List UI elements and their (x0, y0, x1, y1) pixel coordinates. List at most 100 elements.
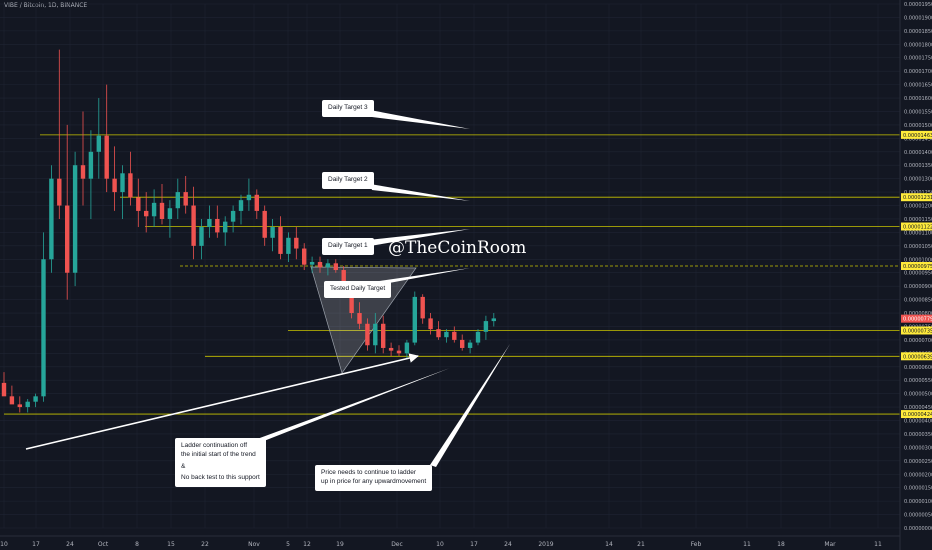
pointer-target3 (370, 110, 470, 129)
y-tick-label: 0.00001400 (904, 150, 932, 156)
x-tick-label: 11 (874, 541, 882, 548)
y-tick-label: 0.00000850 (904, 298, 932, 304)
pointer-target1 (368, 229, 470, 246)
x-tick-label: 15 (167, 541, 175, 548)
time-axis: 10 17 24 Oct 8 15 22 Nov 5 12 19 Dec 10 17 24 2019 14 21 F… (0, 535, 900, 548)
y-tick-label: 0.00000400 (904, 419, 932, 425)
candle-body (9, 396, 15, 405)
price-label-bg (901, 222, 932, 231)
candle-body (412, 296, 417, 343)
candle-body (270, 227, 275, 238)
x-tick-label: 5 (286, 541, 290, 548)
y-tick-label: 0.00000450 (904, 405, 932, 411)
y-tick-label: 0.00001500 (904, 123, 932, 129)
candle-body (317, 261, 323, 268)
callout-ladder-continuation[interactable]: Ladder continuation off the initial start… (175, 438, 266, 488)
y-tick-label: 0.00001050 (904, 244, 932, 250)
x-tick-label: Mar (824, 541, 836, 548)
candle-body (199, 227, 204, 246)
y-tick-label: 0.00000350 (904, 432, 932, 438)
candle-body (120, 173, 125, 193)
candle-body (207, 218, 212, 228)
candle-body (167, 208, 173, 219)
y-tick-label: 0.00001900 (904, 15, 932, 21)
price-label-bg (901, 193, 932, 202)
candle-body (33, 396, 38, 402)
candle-body (57, 178, 62, 206)
price-label: 0.00001122 (903, 224, 932, 230)
price-label: 0.00000779 (903, 317, 932, 323)
candle-body (428, 318, 433, 330)
candle-body (294, 237, 299, 249)
y-tick-label: 0.00001000 (904, 257, 932, 263)
price-axis-bg (900, 0, 932, 550)
candle-body (96, 135, 101, 152)
y-tick-label: 0.00001450 (904, 136, 932, 142)
support-resistance-levels (4, 134, 900, 415)
candle-body (128, 173, 133, 198)
candle-body (41, 259, 46, 397)
callout-daily-target-2[interactable]: Daily Target 2 (322, 172, 374, 189)
candle-body (136, 197, 141, 211)
x-tick-label: Nov (248, 541, 260, 548)
x-tick-label: 18 (777, 541, 785, 548)
price-label: 0.00000639 (903, 354, 932, 360)
y-tick-label: 0.00000250 (904, 459, 932, 465)
candle-body (396, 350, 402, 354)
candle-body (72, 165, 78, 273)
candles (1, 49, 496, 413)
price-label: 0.00000975 (903, 264, 932, 270)
candle-body (104, 135, 109, 179)
callout-price-needs-ladder[interactable]: Price needs to continue to ladder up in p… (315, 465, 433, 491)
callout-daily-target-1[interactable]: Daily Target 1 (322, 238, 374, 255)
candle-body (254, 194, 259, 211)
candle-body (349, 291, 354, 314)
y-tick-label: 0.00000200 (904, 472, 932, 478)
callout-line: No back test to this support (181, 474, 260, 482)
y-tick-label: 0.00000900 (904, 284, 932, 290)
y-tick-label: 0.00001150 (904, 217, 932, 223)
callout-line: Ladder continuation off (181, 442, 248, 449)
x-tick-label: 10 (0, 541, 8, 548)
callout-line: & (181, 462, 186, 470)
callout-tested-daily-target[interactable]: Tested Daily Target (324, 281, 392, 298)
y-tick-label: 0.00001100 (904, 230, 932, 236)
candle-body (309, 261, 315, 265)
price-label-bg (901, 352, 932, 361)
candle-body (373, 323, 378, 346)
ladder-arrow-line (25, 353, 419, 450)
candle-body (420, 296, 425, 319)
x-tick-label: 21 (637, 541, 645, 548)
callout-line: the initial start of the trend (181, 450, 256, 458)
candle-body (191, 205, 196, 246)
price-label: 0.00000735 (903, 328, 932, 334)
candle-body (49, 178, 54, 260)
candle-body (65, 205, 70, 273)
x-tick-label: 22 (201, 541, 209, 548)
candle-body (1, 382, 7, 397)
y-tick-label: 0.00001350 (904, 163, 932, 169)
callout-daily-target-3[interactable]: Daily Target 3 (322, 100, 374, 117)
callout-line: Daily Target 1 (328, 242, 368, 249)
y-tick-label: 0.00001300 (904, 177, 932, 183)
candle-body (381, 323, 386, 348)
candle-body (223, 221, 228, 233)
x-tick-label: 8 (135, 541, 139, 548)
candle-body (278, 227, 283, 254)
candle-body (159, 202, 165, 219)
price-label-bg (901, 326, 932, 335)
annotation-arrows (25, 110, 510, 467)
candle-body (483, 321, 489, 332)
price-label: 0.00000424 (903, 412, 932, 418)
x-tick-label: 2019 (538, 541, 553, 548)
y-tick-label: 0.00000950 (904, 271, 932, 277)
y-tick-label: 0.00000150 (904, 486, 932, 492)
candle-body (452, 331, 457, 340)
callout-line: Price needs to continue to ladder (321, 469, 417, 476)
chart-title: VIBE / Bitcoin, 1D, BINANCE (4, 2, 88, 9)
candle-body (262, 210, 267, 238)
candle-body (491, 318, 496, 322)
pointer-target2 (370, 184, 470, 201)
price-label: 0.00001463 (903, 133, 932, 139)
